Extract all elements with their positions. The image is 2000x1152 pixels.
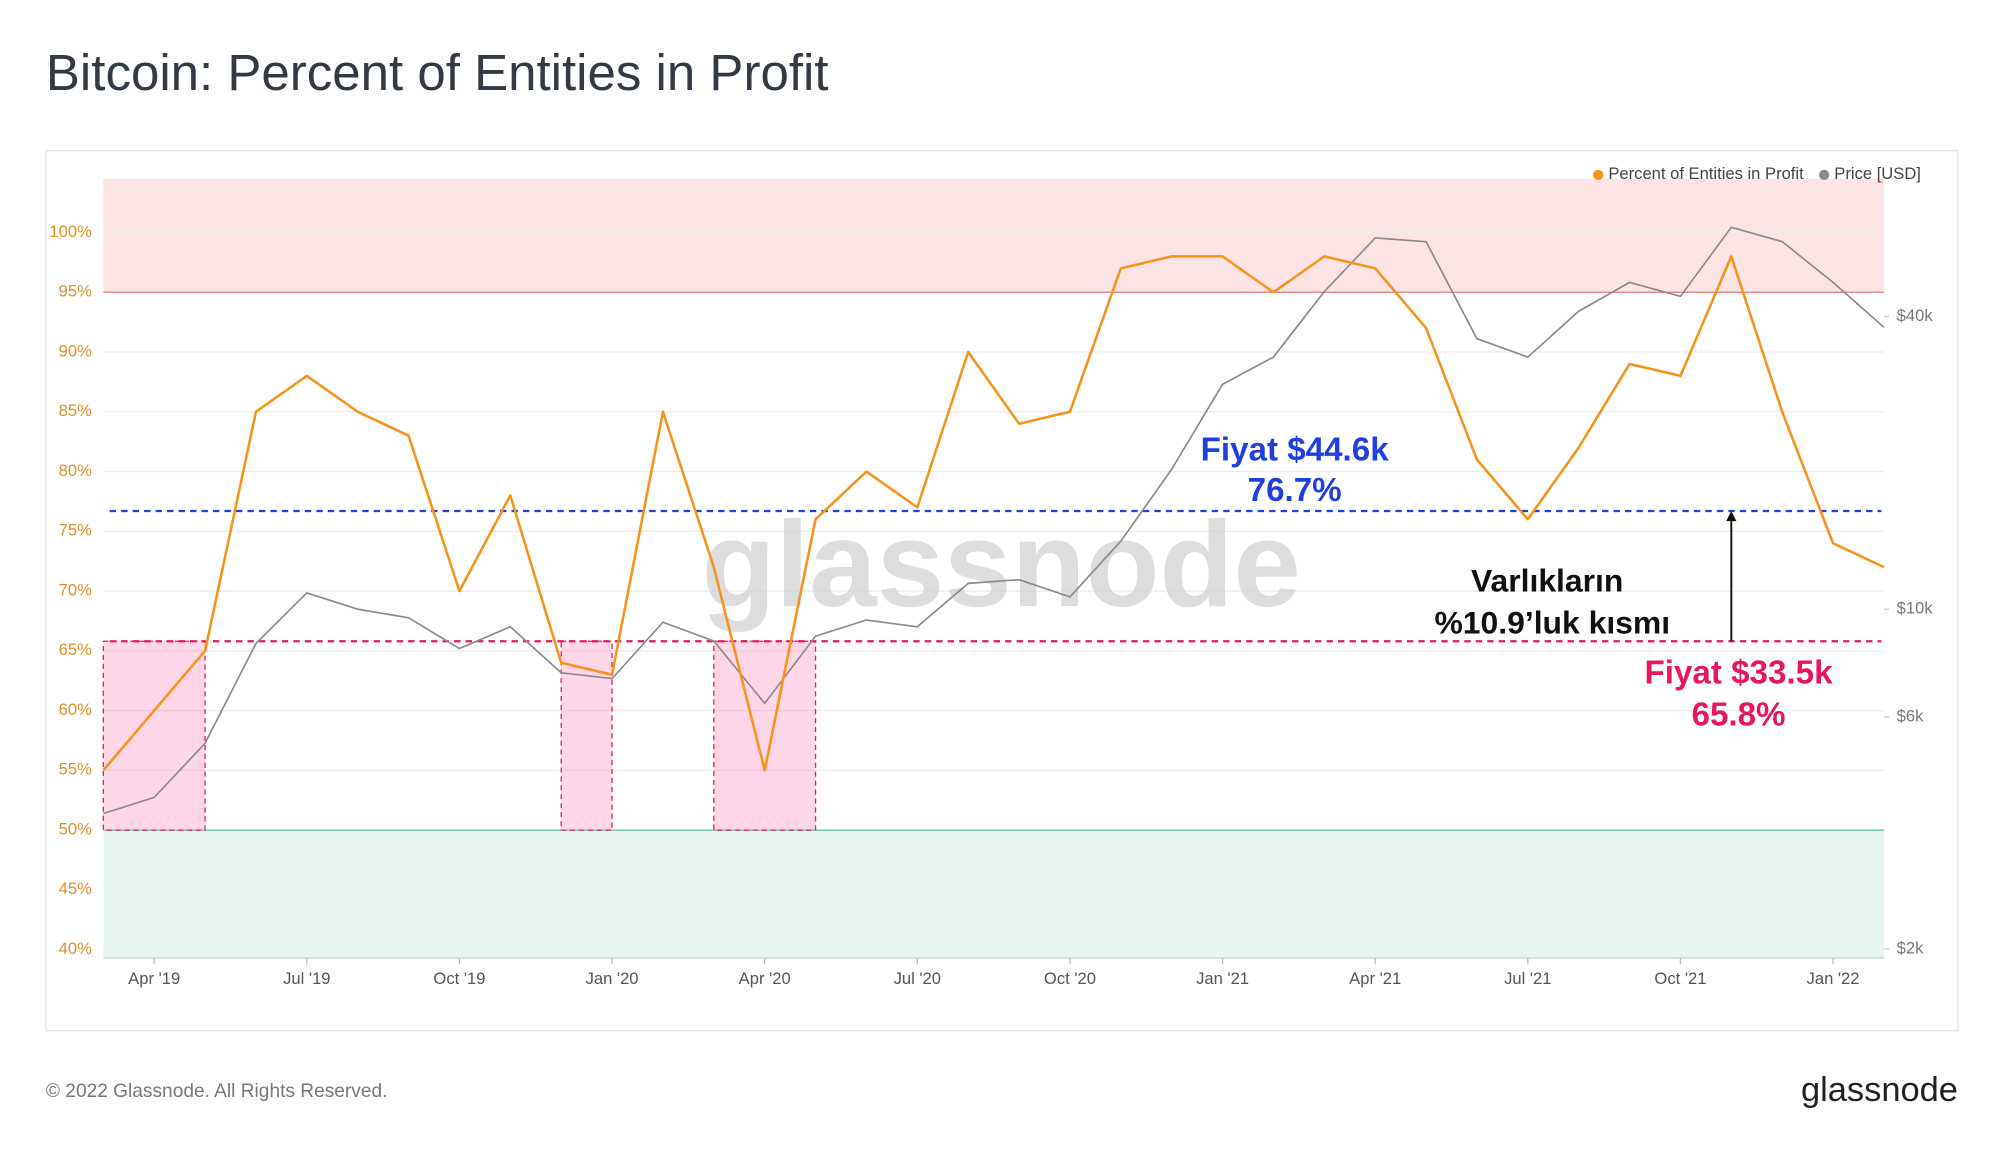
legend-label: Price [USD] [1834, 164, 1921, 183]
annotation: 76.7% [1248, 472, 1342, 509]
y2-tick-label: $2k [1897, 938, 1924, 957]
copyright: © 2022 Glassnode. All Rights Reserved. [46, 1081, 388, 1102]
y-tick-label: 75% [59, 521, 92, 540]
watermark: glassnode [702, 496, 1301, 632]
y-tick-label: 45% [59, 879, 92, 898]
data-layer [102, 226, 1885, 815]
y2-tick-label: $6k [1897, 706, 1924, 725]
annotation: %10.9’luk kısmı [1434, 605, 1670, 641]
background-layer [102, 178, 1884, 959]
y-tick-label: 65% [59, 640, 92, 659]
x-tick-label: Apr '21 [1349, 969, 1401, 988]
x-tick-label: Oct '20 [1044, 969, 1096, 988]
upper-zone [103, 178, 1884, 293]
y-tick-label: 70% [59, 580, 92, 599]
y-tick-label: 60% [59, 700, 92, 719]
annotation: Fiyat $44.6k [1201, 431, 1390, 468]
x-tick-label: Jan '22 [1807, 969, 1860, 988]
y-tick-label: 90% [59, 341, 92, 360]
legend-marker [1593, 169, 1604, 180]
x-tick-label: Jul '19 [283, 969, 330, 988]
annotation: Varlıkların [1471, 562, 1623, 598]
brand: glassnode [1801, 1071, 1958, 1109]
legend-marker [1819, 169, 1830, 180]
series-line [102, 255, 1885, 772]
x-tick-label: Jul '20 [894, 969, 941, 988]
x-tick-label: Apr '20 [739, 969, 791, 988]
x-tick-label: Jan '20 [586, 969, 639, 988]
y-tick-label: 100% [49, 222, 92, 241]
x-tick-label: Oct '19 [433, 969, 485, 988]
highlight-box [713, 640, 817, 831]
y-tick-label: 95% [59, 282, 92, 301]
y2-tick-label: $40k [1897, 306, 1934, 325]
annotation: Fiyat $33.5k [1645, 655, 1834, 692]
y-tick-label: 40% [59, 939, 92, 958]
x-tick-label: Oct '21 [1654, 969, 1706, 988]
lower-zone [103, 830, 1884, 959]
y-tick-label: 80% [59, 461, 92, 480]
y-tick-label: 85% [59, 401, 92, 420]
arrow-head [1726, 510, 1737, 522]
x-tick-label: Apr '19 [128, 969, 180, 988]
x-tick-label: Jul '21 [1504, 969, 1551, 988]
y2-tick-label: $10k [1897, 599, 1934, 618]
y-tick-label: 50% [59, 819, 92, 838]
legend-label: Percent of Entities in Profit [1608, 164, 1804, 183]
y-tick-label: 55% [59, 760, 92, 779]
series-line [103, 226, 1885, 815]
highlight-box [102, 640, 206, 831]
annotation: 65.8% [1692, 697, 1786, 734]
x-tick-label: Jan '21 [1196, 969, 1249, 988]
chart-title: Bitcoin: Percent of Entities in Profit [46, 44, 829, 101]
